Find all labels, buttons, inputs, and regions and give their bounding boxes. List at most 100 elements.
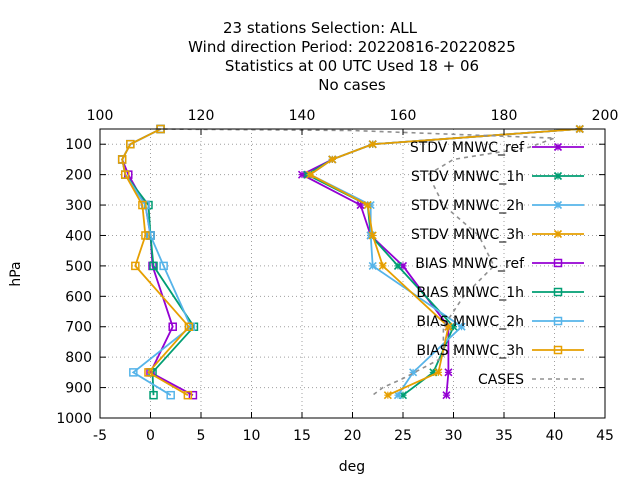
data-point [149, 390, 158, 400]
data-point [306, 170, 315, 179]
x-axis-label: deg [339, 459, 365, 475]
data-point [368, 140, 377, 149]
x2-tick-label: 200 [592, 108, 619, 124]
y-tick-label: 300 [65, 198, 92, 214]
series-bias-mnwc-3h [117, 124, 194, 400]
data-point [138, 200, 147, 210]
legend-item: BIAS MNWC_ref [415, 256, 584, 272]
y-tick-label: 900 [65, 381, 92, 397]
legend-label: STDV MNWC_1h [411, 169, 524, 185]
x-tick-label: 35 [495, 428, 513, 444]
x-tick-label: 30 [445, 428, 463, 444]
legend-label: BIAS MNWC_2h [416, 314, 524, 330]
data-point [129, 368, 138, 377]
data-point [434, 368, 443, 377]
data-point [553, 200, 563, 210]
x2-tick-label: 140 [289, 108, 316, 124]
chart-title-line-4: No cases [318, 76, 386, 94]
legend-item: STDV MNWC_3h [411, 227, 584, 243]
data-point [184, 322, 194, 331]
x-tick-label: 45 [596, 428, 614, 444]
data-point [363, 200, 372, 210]
legend-label: STDV MNWC_2h [411, 198, 524, 214]
series-layer [117, 124, 584, 400]
x-tick-label: 5 [197, 428, 206, 444]
legend-item: CASES [478, 372, 584, 388]
data-point [553, 171, 563, 181]
data-point [149, 261, 158, 271]
legend: STDV MNWC_ref STDV MNWC_1h STDV MNWC_2h STD… [410, 140, 584, 388]
data-point [378, 261, 387, 270]
data-point [457, 322, 466, 331]
y-tick-label: 1000 [56, 411, 92, 427]
x2-tick-label: 120 [188, 108, 215, 124]
data-point [141, 231, 150, 240]
legend-item: BIAS MNWC_2h [416, 314, 584, 330]
data-point [328, 155, 337, 164]
x-tick-label: -5 [93, 428, 107, 444]
data-point [159, 261, 168, 271]
x-tick-label: 20 [344, 428, 362, 444]
data-point [393, 391, 403, 400]
y-tick-label: 500 [65, 259, 92, 275]
x2-tick-label: 180 [491, 108, 518, 124]
chart-title-line-3: Statistics at 00 UTC Used 18 + 06 [225, 57, 479, 75]
y-axis-label: hPa [8, 261, 24, 286]
y-tick-label: 200 [65, 168, 92, 184]
data-point [117, 155, 127, 164]
legend-label: BIAS MNWC_3h [416, 343, 524, 359]
series-line [155, 128, 555, 396]
data-point [444, 368, 453, 377]
legend-item: STDV MNWC_1h [411, 169, 584, 185]
legend-item: BIAS MNWC_1h [416, 285, 584, 301]
data-point [368, 261, 377, 270]
data-point [553, 316, 563, 326]
data-point [168, 322, 177, 331]
x2-tick-label: 160 [390, 108, 417, 124]
axis-ticks: -5 0 5 10 15 20 25 30 35 40 45 100 120 140 160 180 200 10… [56, 108, 618, 444]
x-tick-label: 40 [546, 428, 564, 444]
data-point [368, 231, 377, 240]
chart-title-block: 23 stations Selection: ALL Wind directio… [188, 19, 516, 94]
data-point [131, 261, 140, 271]
data-point [553, 287, 563, 297]
legend-item: STDV MNWC_ref [410, 140, 584, 156]
data-point [166, 390, 175, 400]
data-point [126, 139, 135, 149]
series-line [121, 128, 191, 396]
data-point [442, 391, 451, 400]
data-point [553, 345, 563, 355]
legend-label: CASES [478, 372, 524, 388]
legend-item: BIAS MNWC_3h [416, 343, 584, 359]
data-point [444, 322, 453, 331]
y-tick-label: 600 [65, 289, 92, 305]
data-point [553, 258, 563, 268]
y-tick-label: 800 [65, 350, 92, 366]
legend-label: BIAS MNWC_1h [416, 285, 524, 301]
x-tick-label: 15 [293, 428, 311, 444]
data-point [553, 229, 563, 239]
data-point [121, 170, 130, 179]
legend-label: STDV MNWC_ref [410, 140, 525, 156]
chart-title-line-2: Wind direction Period: 20220816-20220825 [188, 38, 516, 56]
grid [100, 129, 605, 418]
series-line [308, 128, 580, 397]
data-point [144, 368, 153, 377]
data-point [188, 390, 198, 400]
legend-item: STDV MNWC_2h [411, 198, 584, 214]
y-tick-label: 100 [65, 137, 92, 153]
data-point [183, 390, 193, 400]
data-point [393, 261, 403, 270]
legend-label: BIAS MNWC_ref [415, 256, 525, 272]
series-cases [155, 128, 555, 396]
x-tick-label: 0 [146, 428, 155, 444]
data-point [383, 391, 392, 400]
y-tick-label: 400 [65, 228, 92, 244]
x-tick-label: 25 [394, 428, 412, 444]
y-tick-label: 700 [65, 320, 92, 336]
data-point [553, 142, 563, 152]
data-point [146, 231, 155, 240]
legend-label: STDV MNWC_3h [411, 227, 524, 243]
x-tick-label: 10 [243, 428, 261, 444]
